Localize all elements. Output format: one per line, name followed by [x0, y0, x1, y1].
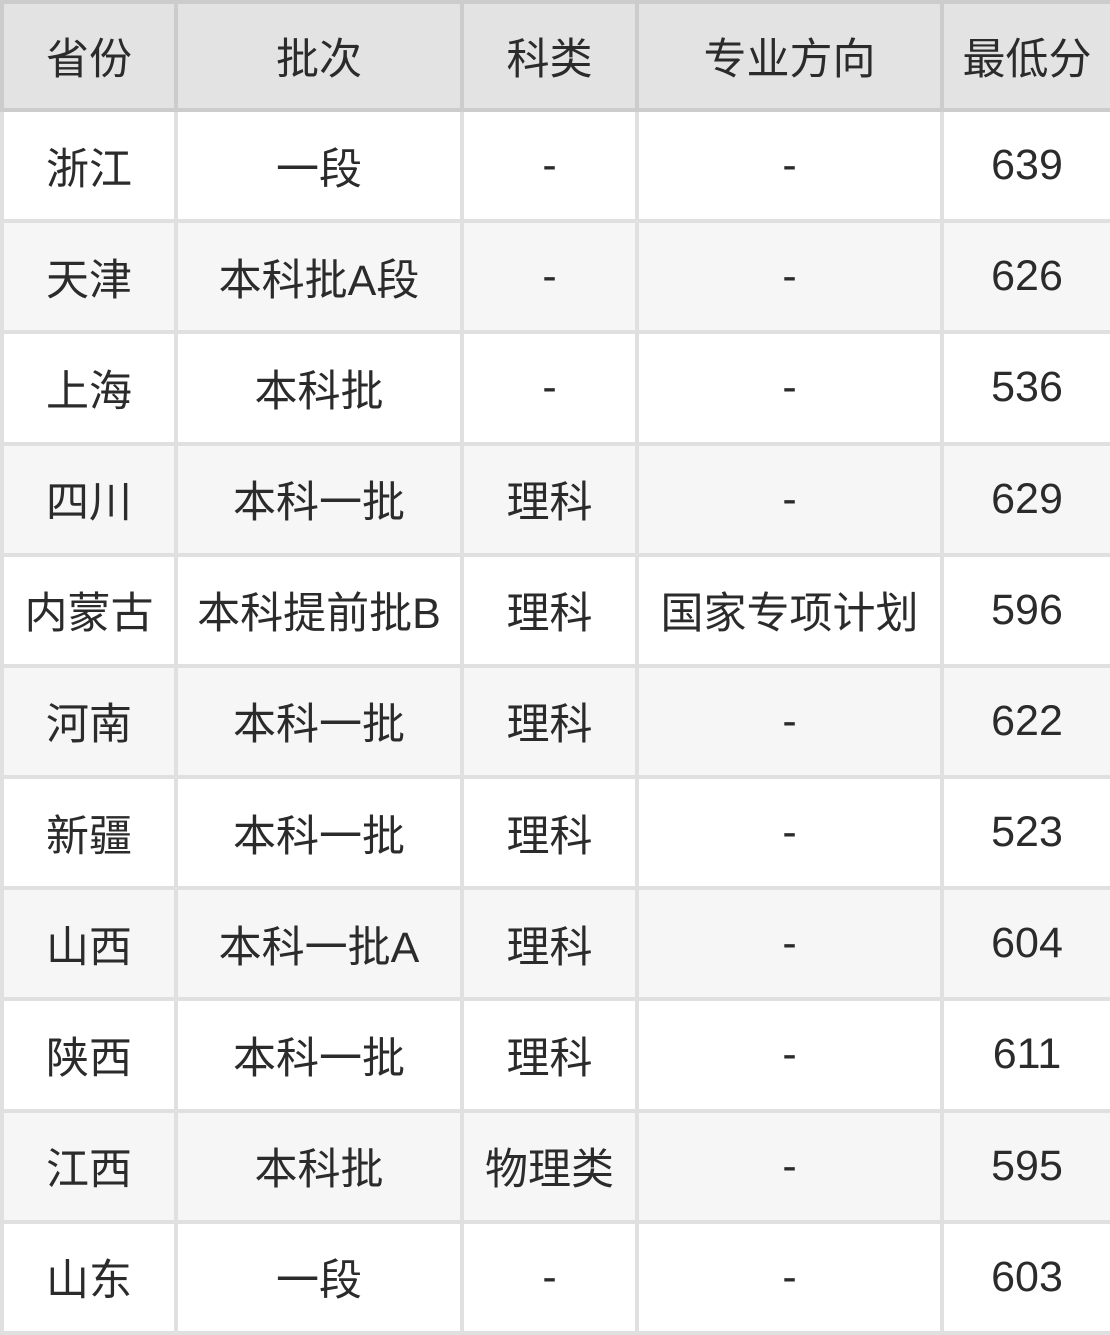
- column-header-min-score: 最低分: [940, 0, 1110, 112]
- cell-major-direction: -: [635, 107, 944, 224]
- cell-subject-category: 理科: [460, 441, 639, 557]
- cell-major-direction: -: [635, 219, 944, 335]
- table-row: 江西 本科批 物理类 - 595: [0, 1108, 1110, 1224]
- cell-batch: 一段: [174, 107, 464, 224]
- header-row: 省份 批次 科类 专业方向 最低分: [0, 0, 1110, 112]
- cell-min-score: 523: [940, 775, 1110, 891]
- table-row: 山东 一段 - - 603: [0, 1219, 1110, 1335]
- cell-batch: 本科一批: [174, 997, 464, 1113]
- cell-min-score: 639: [940, 107, 1110, 224]
- table-row: 陕西 本科一批 理科 - 611: [0, 997, 1110, 1113]
- cell-major-direction: -: [635, 1108, 944, 1224]
- cell-province: 新疆: [0, 775, 178, 891]
- table-row: 浙江 一段 - - 639: [0, 107, 1110, 224]
- cell-province: 山西: [0, 886, 178, 1002]
- cell-min-score: 604: [940, 886, 1110, 1002]
- column-header-province: 省份: [0, 0, 178, 112]
- cell-province: 江西: [0, 1108, 178, 1224]
- cell-batch: 本科提前批B: [174, 552, 464, 668]
- cell-subject-category: 理科: [460, 663, 639, 780]
- cell-min-score: 603: [940, 1219, 1110, 1335]
- cell-min-score: 629: [940, 441, 1110, 557]
- cell-subject-category: 理科: [460, 552, 639, 668]
- column-header-subject-category: 科类: [460, 0, 639, 112]
- column-header-batch: 批次: [174, 0, 464, 112]
- cell-province: 四川: [0, 441, 178, 557]
- cell-min-score: 536: [940, 330, 1110, 446]
- table-row: 山西 本科一批A 理科 - 604: [0, 886, 1110, 1002]
- cell-major-direction: 国家专项计划: [635, 552, 944, 668]
- cell-major-direction: -: [635, 997, 944, 1113]
- cell-major-direction: -: [635, 1219, 944, 1335]
- cell-min-score: 611: [940, 997, 1110, 1113]
- cell-subject-category: 物理类: [460, 1108, 639, 1224]
- cell-province: 内蒙古: [0, 552, 178, 668]
- cell-province: 陕西: [0, 997, 178, 1113]
- cell-major-direction: -: [635, 663, 944, 780]
- cell-subject-category: -: [460, 1219, 639, 1335]
- cell-batch: 本科一批: [174, 441, 464, 557]
- cell-batch: 本科批A段: [174, 219, 464, 335]
- cell-batch: 本科批: [174, 330, 464, 446]
- cell-province: 山东: [0, 1219, 178, 1335]
- cell-province: 河南: [0, 663, 178, 780]
- cell-subject-category: -: [460, 107, 639, 224]
- cell-subject-category: 理科: [460, 997, 639, 1113]
- table-row: 新疆 本科一批 理科 - 523: [0, 775, 1110, 891]
- cell-province: 天津: [0, 219, 178, 335]
- cell-min-score: 595: [940, 1108, 1110, 1224]
- cell-subject-category: 理科: [460, 775, 639, 891]
- cell-major-direction: -: [635, 886, 944, 1002]
- cell-min-score: 596: [940, 552, 1110, 668]
- table-row: 四川 本科一批 理科 - 629: [0, 441, 1110, 557]
- column-header-major-direction: 专业方向: [635, 0, 944, 112]
- table-row: 天津 本科批A段 - - 626: [0, 219, 1110, 335]
- cell-province: 上海: [0, 330, 178, 446]
- cell-batch: 一段: [174, 1219, 464, 1335]
- cell-batch: 本科一批: [174, 663, 464, 780]
- cell-subject-category: -: [460, 219, 639, 335]
- cell-subject-category: 理科: [460, 886, 639, 1002]
- cell-min-score: 622: [940, 663, 1110, 780]
- cell-batch: 本科一批: [174, 775, 464, 891]
- table-row: 内蒙古 本科提前批B 理科 国家专项计划 596: [0, 552, 1110, 668]
- table-row: 上海 本科批 - - 536: [0, 330, 1110, 446]
- cell-subject-category: -: [460, 330, 639, 446]
- cell-major-direction: -: [635, 775, 944, 891]
- cell-province: 浙江: [0, 107, 178, 224]
- cell-major-direction: -: [635, 441, 944, 557]
- cell-min-score: 626: [940, 219, 1110, 335]
- cell-major-direction: -: [635, 330, 944, 446]
- cell-batch: 本科批: [174, 1108, 464, 1224]
- table-row: 河南 本科一批 理科 - 622: [0, 663, 1110, 780]
- cell-batch: 本科一批A: [174, 886, 464, 1002]
